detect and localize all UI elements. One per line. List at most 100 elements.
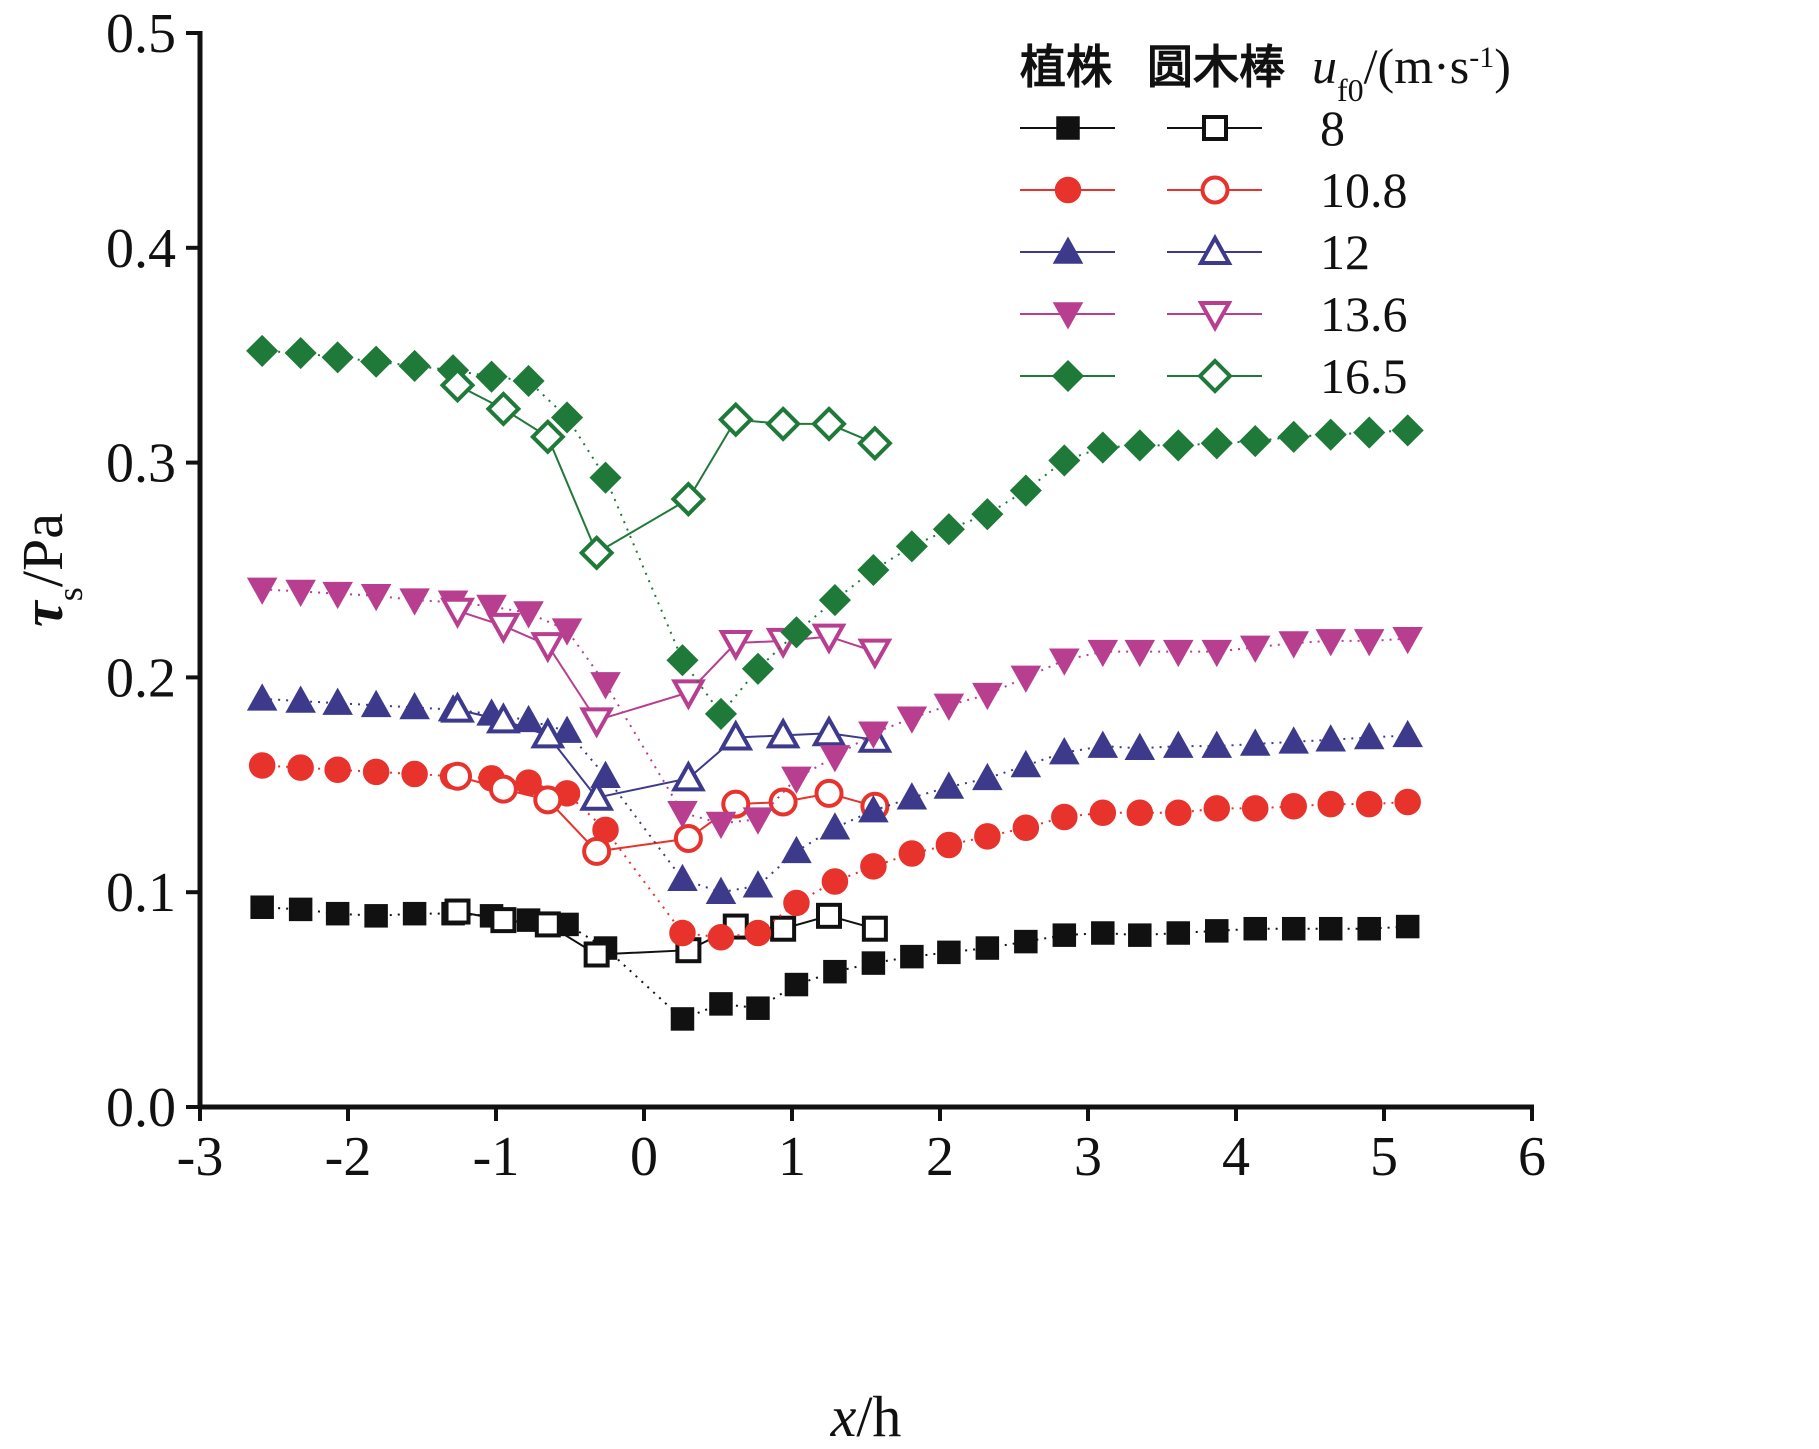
x-axis-title: x/h <box>830 1384 902 1449</box>
data-point <box>1277 420 1310 453</box>
data-point <box>974 823 1001 850</box>
data-point <box>1353 629 1385 657</box>
data-point <box>746 996 770 1020</box>
data-point <box>360 689 392 718</box>
data-point <box>324 756 351 784</box>
data-point <box>811 623 847 655</box>
legend-row-12: 12 <box>1020 224 1370 280</box>
data-point <box>476 594 507 623</box>
y-axis-title: τs/Pa <box>10 513 90 627</box>
data-point <box>670 481 707 517</box>
data-point <box>1091 921 1115 945</box>
x-ticks: -3 -2 -1 0 1 2 3 4 5 6 <box>177 1107 1546 1188</box>
x-tick-label: 2 <box>926 1126 954 1188</box>
data-point <box>667 800 698 829</box>
data-point <box>440 597 475 629</box>
data-point <box>717 401 754 438</box>
data-point <box>248 752 276 779</box>
data-point <box>898 840 926 867</box>
data-point <box>816 902 842 929</box>
data-point <box>1163 639 1194 668</box>
data-point <box>814 778 844 808</box>
legend-marker-plant <box>1052 236 1084 264</box>
data-point <box>1278 631 1309 659</box>
data-point <box>972 682 1003 711</box>
data-point <box>1243 916 1267 941</box>
data-point <box>399 588 430 616</box>
data-point <box>590 672 621 700</box>
data-point <box>765 406 801 442</box>
data-point <box>821 868 849 895</box>
data-point <box>530 632 566 664</box>
data-point <box>1128 923 1152 947</box>
data-point <box>362 758 390 786</box>
data-point <box>1126 799 1154 826</box>
x-axis-title-rest: /h <box>856 1384 901 1449</box>
legend-marker-rod <box>1200 175 1230 205</box>
data-point <box>325 901 350 926</box>
axes: 0.00.10.20.30.40.5 -3 -2 -1 0 1 2 3 4 5 6 <box>106 3 1546 1188</box>
data-point <box>1355 790 1383 818</box>
series-16-5-rod <box>439 367 893 571</box>
data-point <box>765 717 801 749</box>
data-point <box>819 812 851 840</box>
data-point <box>819 745 851 773</box>
data-point <box>364 904 388 928</box>
data-point <box>529 418 566 455</box>
legend-row-16-5: 16.5 <box>1020 348 1408 404</box>
data-point <box>1239 425 1272 458</box>
data-point <box>1166 921 1191 945</box>
legend-header-rod: 圆木棒 <box>1147 40 1286 94</box>
data-point <box>1201 639 1233 668</box>
legend-label: 13.6 <box>1320 286 1408 342</box>
data-point <box>1241 795 1269 822</box>
data-point <box>1357 916 1381 941</box>
data-point <box>288 897 313 922</box>
data-point <box>857 425 893 462</box>
data-point <box>1087 639 1119 668</box>
x-tick-label: 3 <box>1074 1126 1102 1188</box>
data-point <box>1391 414 1424 447</box>
data-point <box>1010 665 1042 693</box>
data-point <box>485 702 521 734</box>
data-point <box>490 907 517 934</box>
data-point <box>971 498 1004 531</box>
data-point <box>768 787 798 817</box>
data-point <box>285 579 316 608</box>
data-point <box>861 915 888 942</box>
data-point <box>669 919 696 947</box>
data-point <box>860 853 887 880</box>
data-point <box>1087 730 1119 758</box>
data-point <box>533 785 563 815</box>
x-tick-label: 0 <box>630 1126 658 1188</box>
data-point <box>284 336 317 370</box>
data-point <box>784 972 809 997</box>
data-point <box>780 616 813 649</box>
data-point <box>475 360 508 393</box>
data-point <box>666 644 699 677</box>
series-12-plant <box>246 683 1423 904</box>
data-point <box>1278 726 1309 754</box>
legend-row-13-6: 13.6 <box>1020 286 1408 342</box>
legend-rows: 8 10.8 12 13.6 16.5 <box>1020 100 1408 404</box>
legend-marker-plant <box>1052 302 1084 330</box>
data-point <box>443 761 473 791</box>
legend-header-plant: 植株 <box>1020 40 1113 94</box>
data-point <box>1049 737 1080 765</box>
data-point <box>1009 474 1042 507</box>
legend-marker-rod <box>1202 115 1228 141</box>
series-16-5-plant <box>246 334 1424 730</box>
data-point <box>857 638 893 670</box>
data-point <box>811 406 847 442</box>
data-point <box>1239 728 1271 756</box>
data-point <box>937 940 961 965</box>
data-point <box>667 863 698 892</box>
data-point <box>1162 429 1195 462</box>
data-point <box>578 534 615 571</box>
data-point <box>670 679 706 711</box>
data-point <box>1012 814 1040 842</box>
data-point <box>551 618 583 646</box>
data-point <box>718 630 754 662</box>
x-tick-label: 4 <box>1222 1126 1250 1188</box>
data-point <box>322 687 353 715</box>
